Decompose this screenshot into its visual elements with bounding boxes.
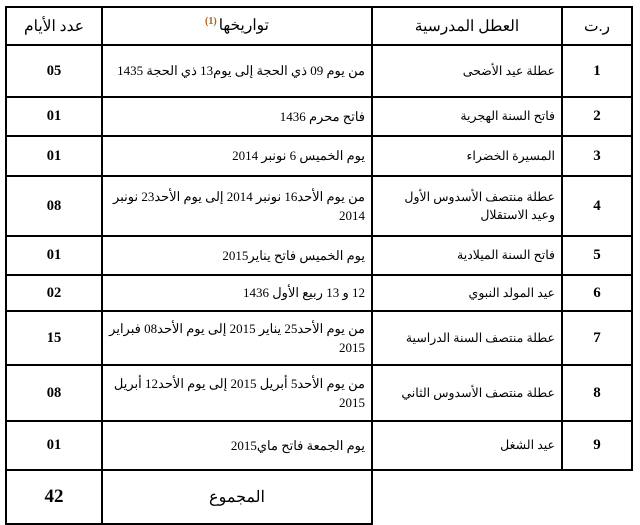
column-header-holiday-name: العطل المدرسية	[371, 6, 563, 46]
table-row: 7 عطلة منتصف السنة الدراسية من يوم الأحد…	[5, 310, 633, 366]
row-index: 5	[561, 235, 633, 276]
row-index: 1	[561, 44, 633, 98]
row-holiday-name: عطلة منتصف الأسدوس الأول وعيد الاستقلال	[371, 175, 563, 237]
row-holiday-name: عطلة منتصف السنة الدراسية	[371, 310, 563, 366]
row-days-count: 08	[5, 175, 103, 237]
table-row: 5 فاتح السنة الميلادية يوم الخميس فاتح ي…	[5, 235, 633, 276]
total-row-blank-name	[372, 470, 562, 524]
table-row: 4 عطلة منتصف الأسدوس الأول وعيد الاستقلا…	[5, 175, 633, 237]
footnote-marker: (1)	[205, 16, 217, 28]
row-index: 9	[561, 420, 633, 471]
table-row: 3 المسيرة الخضراء يوم الخميس 6 نونبر 201…	[5, 135, 633, 177]
row-dates: يوم الجمعة فاتح ماي2015	[101, 420, 373, 471]
row-index: 7	[561, 310, 633, 366]
total-row-blank-index	[562, 470, 632, 524]
table-header: ر.ت العطل المدرسية تواريخها(1) عدد الأيا…	[5, 6, 633, 46]
row-holiday-name: فاتح السنة الهجرية	[371, 96, 563, 137]
table-row: 9 عيد الشغل يوم الجمعة فاتح ماي2015 01	[5, 420, 633, 471]
table-row: 2 فاتح السنة الهجرية فاتح محرم 1436 01	[5, 96, 633, 137]
row-index: 2	[561, 96, 633, 137]
page-canvas: ر.ت العطل المدرسية تواريخها(1) عدد الأيا…	[5, 6, 633, 525]
row-dates: من يوم الأحد25 يناير 2015 إلى يوم الأحد0…	[101, 310, 373, 366]
row-index: 3	[561, 135, 633, 177]
row-index: 6	[561, 274, 633, 312]
row-index: 8	[561, 364, 633, 422]
row-dates: من يوم الأحد16 نونبر 2014 إلى يوم الأحد2…	[101, 175, 373, 237]
row-holiday-name: فاتح السنة الميلادية	[371, 235, 563, 276]
row-days-count: 02	[5, 274, 103, 312]
column-header-index: ر.ت	[561, 6, 633, 46]
row-dates: يوم الخميس 6 نونبر 2014	[101, 135, 373, 177]
row-holiday-name: المسيرة الخضراء	[371, 135, 563, 177]
table-body: 1 عطلة عيد الأضحى من يوم 09 ذي الحجة إلى…	[5, 44, 633, 525]
row-dates: من يوم الأحد5 أبريل 2015 إلى يوم الأحد12…	[101, 364, 373, 422]
row-holiday-name: عطلة منتصف الأسدوس الثاني	[371, 364, 563, 422]
row-dates: من يوم 09 ذي الحجة إلى يوم13 ذي الحجة 14…	[101, 44, 373, 98]
table-row: 8 عطلة منتصف الأسدوس الثاني من يوم الأحد…	[5, 364, 633, 422]
school-holidays-table: ر.ت العطل المدرسية تواريخها(1) عدد الأيا…	[5, 6, 633, 525]
table-row: 6 عيد المولد النبوي 12 و 13 ربيع الأول 1…	[5, 274, 633, 312]
column-header-dates: تواريخها(1)	[101, 6, 373, 46]
row-days-count: 08	[5, 364, 103, 422]
table-row: 1 عطلة عيد الأضحى من يوم 09 ذي الحجة إلى…	[5, 44, 633, 98]
row-dates: فاتح محرم 1436	[101, 96, 373, 137]
row-holiday-name: عطلة عيد الأضحى	[371, 44, 563, 98]
total-value: 42	[5, 469, 103, 525]
row-holiday-name: عيد الشغل	[371, 420, 563, 471]
column-header-days-count: عدد الأيام	[5, 6, 103, 46]
table-header-row: ر.ت العطل المدرسية تواريخها(1) عدد الأيا…	[5, 6, 633, 46]
row-holiday-name: عيد المولد النبوي	[371, 274, 563, 312]
table-total-row: المجموع 42	[5, 469, 632, 525]
row-days-count: 15	[5, 310, 103, 366]
row-index: 4	[561, 175, 633, 237]
row-days-count: 01	[5, 135, 103, 177]
column-header-dates-label: تواريخها	[218, 17, 269, 35]
row-days-count: 05	[5, 44, 103, 98]
total-label: المجموع	[101, 469, 373, 525]
row-days-count: 01	[5, 420, 103, 471]
row-dates: 12 و 13 ربيع الأول 1436	[101, 274, 373, 312]
row-dates: يوم الخميس فاتح يناير2015	[101, 235, 373, 276]
row-days-count: 01	[5, 235, 103, 276]
row-days-count: 01	[5, 96, 103, 137]
